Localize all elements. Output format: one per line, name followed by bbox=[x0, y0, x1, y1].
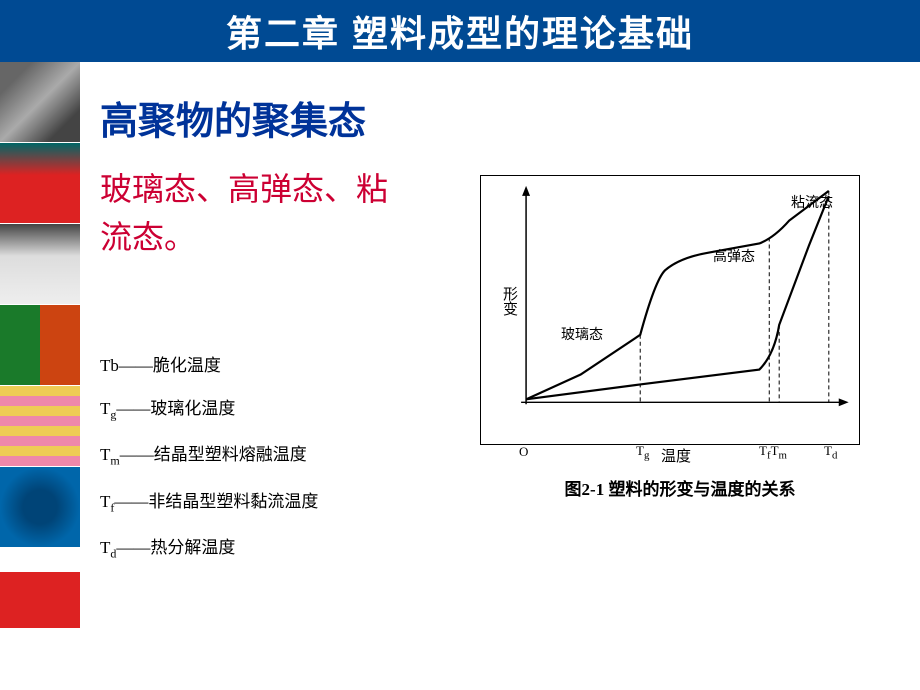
thumb-phone bbox=[0, 62, 80, 142]
def-td: Td——热分解温度 bbox=[100, 533, 890, 561]
chart-svg bbox=[481, 176, 859, 444]
thumb-blue-pellets bbox=[0, 467, 80, 547]
thumb-pink-grid bbox=[0, 386, 80, 466]
region-viscous: 粘流态 bbox=[791, 192, 833, 212]
thumb-cup bbox=[0, 143, 80, 223]
slide-header: 第二章 塑料成型的理论基础 bbox=[0, 0, 920, 62]
region-rubber: 高弹态 bbox=[713, 246, 755, 266]
section-title: 高聚物的聚集态 bbox=[100, 90, 890, 145]
deformation-temperature-chart: 形变 O 玻璃态 高弹态 粘流态 Tg TfTm Td 温度 bbox=[480, 175, 860, 445]
y-axis-label: 形变 bbox=[499, 286, 520, 316]
tick-td: Td bbox=[824, 443, 837, 462]
thumbnail-sidebar bbox=[0, 62, 80, 628]
states-line2: 流态。 bbox=[100, 219, 196, 255]
x-axis-label: 温度 bbox=[661, 445, 691, 466]
chart-caption: 图2-1 塑料的形变与温度的关系 bbox=[480, 475, 880, 500]
thumb-red-chair bbox=[0, 548, 80, 628]
states-text: 玻璃态、高弹态、粘 流态。 bbox=[100, 165, 420, 261]
chart-area: 形变 O 玻璃态 高弹态 粘流态 Tg TfTm Td 温度 图2-1 塑料的形… bbox=[480, 175, 880, 500]
thumb-green-red bbox=[0, 305, 80, 385]
region-glass: 玻璃态 bbox=[561, 324, 603, 344]
thumb-white-pellets bbox=[0, 224, 80, 304]
tick-tftm: TfTm bbox=[759, 443, 787, 462]
tick-tg: Tg bbox=[636, 443, 649, 462]
states-line1: 玻璃态、高弹态、粘 bbox=[100, 171, 388, 207]
chapter-title: 第二章 塑料成型的理论基础 bbox=[226, 5, 694, 57]
origin-label: O bbox=[519, 444, 528, 460]
